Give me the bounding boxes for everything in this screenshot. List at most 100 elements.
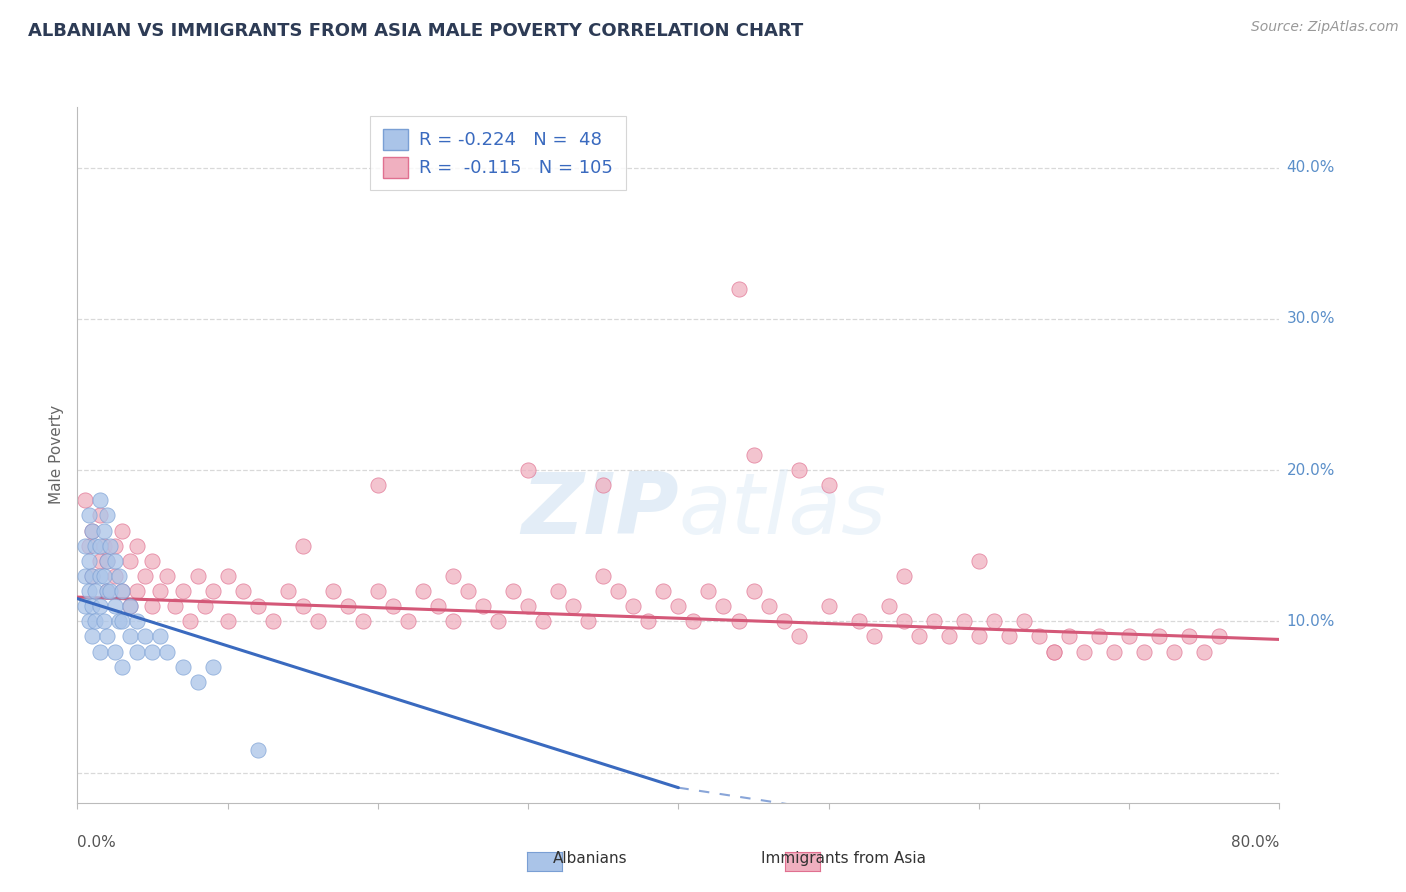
Point [502,584,524,599]
Y-axis label: Male Poverty: Male Poverty [49,405,65,505]
Text: ZIP: ZIP [520,469,679,552]
Point [104,569,127,583]
Point [1133,644,1156,658]
Point [486,615,509,629]
Text: 30.0%: 30.0% [1286,311,1334,326]
Point [787,629,810,643]
Point [367,584,389,599]
Point [652,584,675,599]
Point [517,599,540,614]
Text: Immigrants from Asia: Immigrants from Asia [761,851,927,865]
Point [1073,644,1095,658]
Point [322,584,344,599]
Point [79,508,101,523]
Point [772,615,794,629]
Point [817,599,839,614]
Point [1102,644,1125,658]
Point [93,524,115,538]
Text: 10.0%: 10.0% [1286,614,1334,629]
Point [127,584,149,599]
Point [1149,629,1171,643]
Point [381,599,404,614]
Point [79,539,101,553]
Point [742,584,765,599]
Point [893,569,915,583]
Legend: R = -0.224   N =  48, R =  -0.115   N = 105: R = -0.224 N = 48, R = -0.115 N = 105 [370,116,626,190]
Point [531,615,554,629]
Point [100,584,122,599]
Point [141,644,163,658]
Point [186,674,209,689]
Point [118,599,141,614]
Point [201,584,224,599]
Point [73,539,96,553]
Point [156,569,179,583]
Point [742,448,765,462]
Point [893,615,915,629]
Point [82,629,104,643]
Point [156,644,179,658]
Point [457,584,479,599]
Point [352,615,374,629]
Point [998,629,1021,643]
Point [336,599,359,614]
Point [104,554,127,568]
Point [82,569,104,583]
Text: ALBANIAN VS IMMIGRANTS FROM ASIA MALE POVERTY CORRELATION CHART: ALBANIAN VS IMMIGRANTS FROM ASIA MALE PO… [28,22,803,40]
Point [82,524,104,538]
Point [127,539,149,553]
Point [1043,644,1066,658]
Point [96,554,118,568]
Point [79,615,101,629]
Point [79,554,101,568]
Point [817,478,839,492]
Text: 80.0%: 80.0% [1232,836,1279,850]
Point [758,599,780,614]
Point [291,599,314,614]
Point [118,599,141,614]
Point [472,599,495,614]
Point [82,599,104,614]
Point [141,554,163,568]
Point [938,629,960,643]
Point [1163,644,1185,658]
Point [727,281,749,295]
Point [967,629,990,643]
Point [73,493,96,508]
Point [1028,629,1050,643]
Point [621,599,644,614]
Point [922,615,945,629]
Point [89,493,111,508]
Point [427,599,450,614]
Point [441,569,464,583]
Point [79,584,101,599]
Point [172,584,194,599]
Point [592,569,614,583]
Point [89,599,111,614]
Point [953,615,976,629]
Point [89,539,111,553]
Point [104,539,127,553]
Point [82,569,104,583]
Point [127,644,149,658]
Point [576,615,599,629]
Point [1118,629,1140,643]
Point [134,629,156,643]
Point [291,539,314,553]
Point [547,584,569,599]
Point [96,584,118,599]
Point [607,584,630,599]
Point [111,584,134,599]
Point [967,554,990,568]
Point [89,508,111,523]
Point [682,615,704,629]
Point [89,569,111,583]
Point [163,599,186,614]
Point [1057,629,1080,643]
Point [908,629,931,643]
Text: atlas: atlas [679,469,886,552]
Point [262,615,284,629]
Point [149,629,172,643]
Point [668,599,690,614]
Point [1194,644,1216,658]
